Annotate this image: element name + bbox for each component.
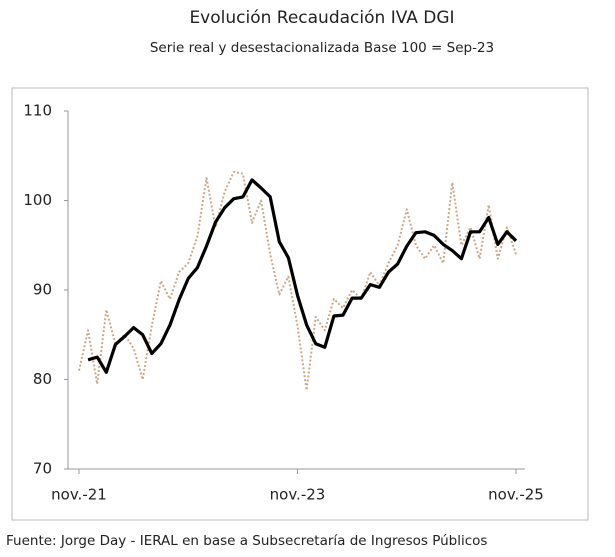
- chart-frame: [11, 87, 589, 521]
- real-series-line: [78, 170, 517, 392]
- x-tick-label: nov.-25: [488, 486, 544, 504]
- source-note: Fuente: Jorge Day - IERAL en base a Subs…: [6, 533, 487, 549]
- x-tick-label: nov.-23: [270, 486, 326, 504]
- chart-title: Evolución Recaudación IVA DGI: [189, 8, 454, 28]
- y-tick-label: 100: [23, 191, 52, 209]
- y-tick-label: 90: [33, 281, 52, 299]
- y-tick-label: 80: [33, 370, 52, 388]
- y-tick-label: 70: [33, 460, 52, 478]
- chart-subtitle: Serie real y desestacionalizada Base 100…: [150, 40, 494, 56]
- x-tick-label: nov.-21: [51, 486, 107, 504]
- seasonally-adjusted-line: [87, 178, 518, 374]
- y-tick-label: 110: [23, 102, 52, 120]
